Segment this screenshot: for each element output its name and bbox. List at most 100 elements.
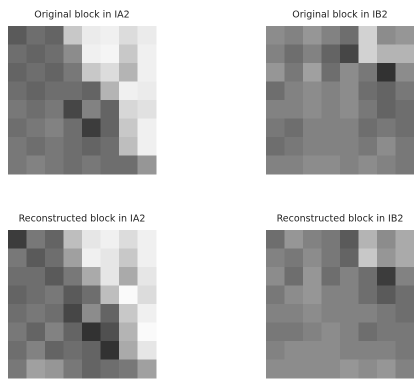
pixel-cell [8, 323, 27, 342]
pixel-cell [119, 304, 138, 323]
pixel-cell [27, 119, 46, 138]
pixel-cell [285, 82, 304, 101]
pixel-cell [359, 286, 378, 305]
pixel-cell [285, 45, 304, 64]
panel-title: Original block in IA2 [34, 10, 129, 21]
pixel-cell [138, 230, 157, 249]
pixel-cell [266, 100, 285, 119]
pixel-cell [340, 304, 359, 323]
pixel-cell [377, 63, 396, 82]
pixel-cell [377, 156, 396, 175]
pixel-cell [377, 360, 396, 379]
pixel-cell [8, 26, 27, 45]
pixel-cell [359, 45, 378, 64]
pixel-cell [119, 156, 138, 175]
pixel-cell [101, 45, 120, 64]
pixel-cell [303, 119, 322, 138]
pixel-cell [64, 323, 83, 342]
pixel-cell [138, 63, 157, 82]
pixel-cell [396, 360, 414, 379]
pixel-cell [322, 63, 341, 82]
pixel-cell [45, 63, 64, 82]
pixel-cell [82, 119, 101, 138]
pixel-cell [138, 156, 157, 175]
pixel-cell [8, 286, 27, 305]
pixel-cell [322, 249, 341, 268]
pixel-cell [396, 26, 414, 45]
pixel-cell [359, 119, 378, 138]
pixel-cell [340, 230, 359, 249]
pixel-cell [45, 267, 64, 286]
pixel-cell [138, 360, 157, 379]
pixel-cell [8, 100, 27, 119]
pixel-cell [8, 137, 27, 156]
pixel-cell [322, 26, 341, 45]
pixel-cell [285, 119, 304, 138]
pixel-cell [27, 304, 46, 323]
pixel-cell [303, 63, 322, 82]
pixel-cell [45, 323, 64, 342]
pixel-cell [285, 323, 304, 342]
pixel-cell [359, 341, 378, 360]
pixel-cell [64, 304, 83, 323]
pixel-cell [322, 286, 341, 305]
pixel-cell [340, 249, 359, 268]
pixel-cell [266, 45, 285, 64]
pixel-cell [119, 267, 138, 286]
pixel-cell [101, 63, 120, 82]
pixel-cell [119, 26, 138, 45]
pixel-cell [340, 156, 359, 175]
pixel-cell [377, 45, 396, 64]
pixel-cell [138, 119, 157, 138]
pixel-cell [359, 249, 378, 268]
pixel-cell [64, 230, 83, 249]
pixel-cell [285, 286, 304, 305]
pixel-cell [138, 137, 157, 156]
pixel-cell [285, 100, 304, 119]
pixel-cell [45, 137, 64, 156]
pixel-cell [138, 82, 157, 101]
pixel-cell [119, 119, 138, 138]
pixel-cell [82, 286, 101, 305]
pixel-cell [101, 82, 120, 101]
pixel-cell [119, 137, 138, 156]
pixel-cell [119, 63, 138, 82]
pixel-cell [64, 360, 83, 379]
pixel-cell [340, 119, 359, 138]
pixel-cell [322, 156, 341, 175]
pixel-cell [82, 100, 101, 119]
pixel-cell [8, 45, 27, 64]
pixel-cell [119, 341, 138, 360]
pixel-cell [340, 26, 359, 45]
pixel-cell [396, 249, 414, 268]
pixel-cell [396, 63, 414, 82]
pixel-cell [285, 137, 304, 156]
pixel-cell [396, 267, 414, 286]
pixel-cell [340, 82, 359, 101]
pixel-cell [27, 341, 46, 360]
pixel-cell [45, 45, 64, 64]
pixel-cell [45, 26, 64, 45]
pixel-cell [27, 45, 46, 64]
pixel-cell [64, 267, 83, 286]
pixel-cell [45, 286, 64, 305]
pixel-cell [322, 323, 341, 342]
pixel-cell [266, 341, 285, 360]
pixel-cell [285, 26, 304, 45]
pixel-cell [27, 137, 46, 156]
pixel-cell [303, 45, 322, 64]
pixel-cell [101, 156, 120, 175]
pixel-cell [64, 26, 83, 45]
pixel-cell [45, 100, 64, 119]
pixel-cell [303, 267, 322, 286]
pixel-cell [359, 230, 378, 249]
pixel-cell [138, 304, 157, 323]
pixel-cell [27, 360, 46, 379]
pixel-cell [119, 286, 138, 305]
pixel-cell [82, 230, 101, 249]
pixel-cell [285, 230, 304, 249]
pixel-cell [340, 100, 359, 119]
pixel-cell [27, 100, 46, 119]
pixel-cell [101, 249, 120, 268]
pixel-cell [27, 63, 46, 82]
